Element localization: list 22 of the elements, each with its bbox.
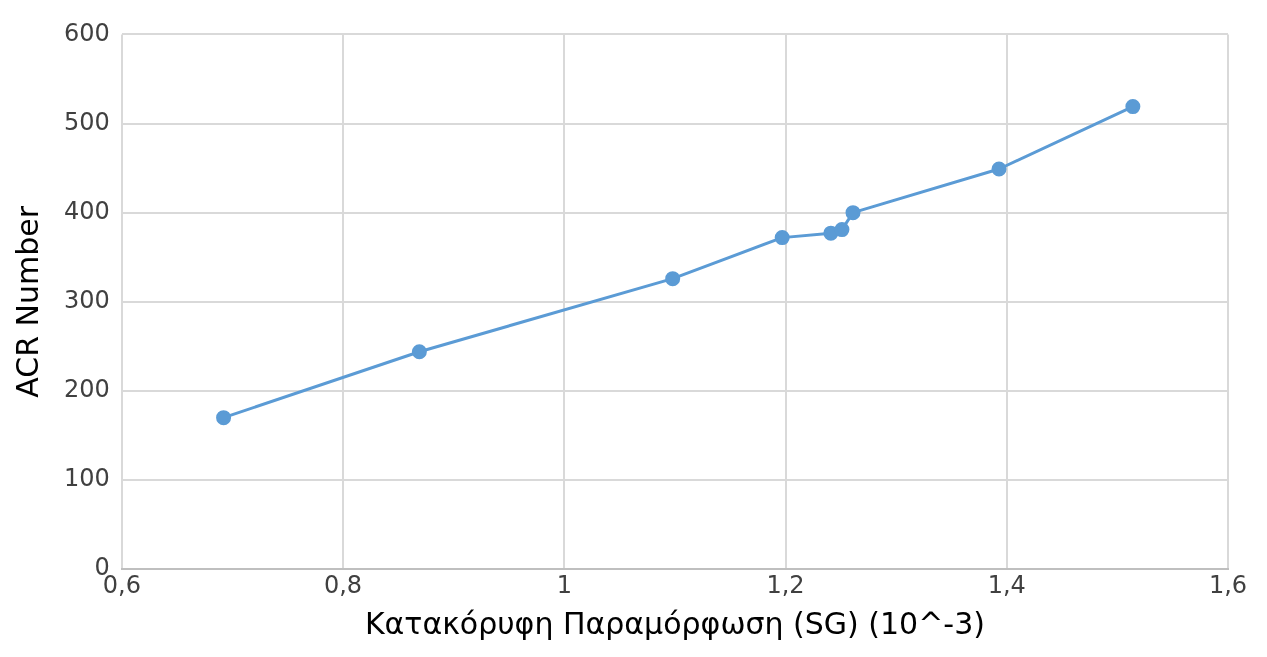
point (991, 161, 1007, 177)
point (665, 271, 681, 287)
x-tick-label: 0,8 (323, 570, 363, 599)
point (216, 410, 232, 426)
point (411, 344, 427, 360)
point (834, 222, 850, 238)
x-axis-title: Κατακόρυφη Παραμόρφωση (SG) (10^-3) (364, 605, 985, 641)
x-tick-label: 1,2 (766, 570, 805, 599)
point (845, 205, 861, 221)
y-tick-label: 400 (64, 196, 110, 225)
x-tick-label: 1 (556, 570, 572, 599)
y-tick-label: 100 (64, 464, 110, 493)
point (774, 230, 790, 246)
point (1125, 99, 1141, 115)
y-tick-label: 500 (64, 107, 110, 136)
y-axis-title: ACR Number (9, 205, 45, 398)
y-tick-label: 300 (64, 286, 110, 315)
y-tick-label: 200 (64, 375, 110, 404)
x-tick-label: 1,4 (987, 570, 1026, 599)
point (823, 225, 839, 241)
x-tick-label: 1,6 (1208, 570, 1248, 599)
y-tick-label: 600 (64, 18, 110, 47)
